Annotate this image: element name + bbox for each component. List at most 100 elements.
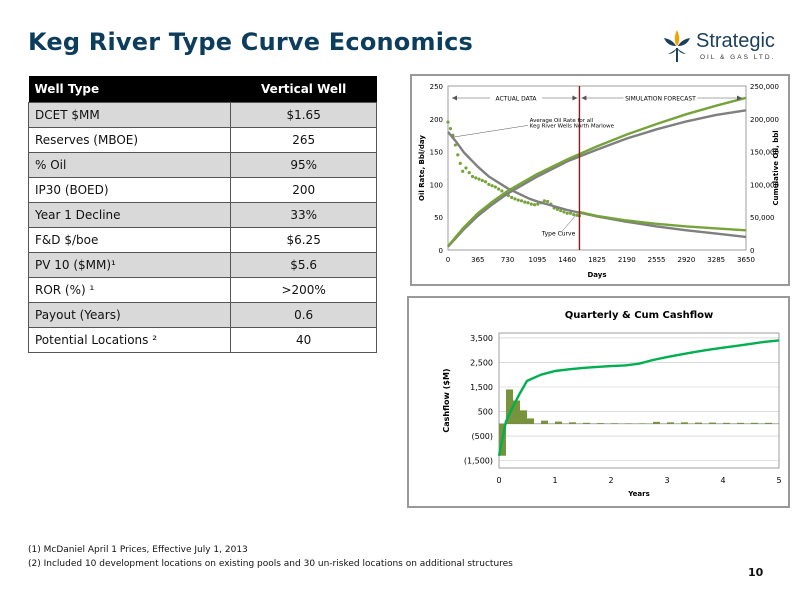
x-tick-label: 2 <box>608 476 613 485</box>
actual-data-label: ACTUAL DATA <box>495 96 537 103</box>
avg-rate-note-line2: Keg River Wells North Marlowe <box>530 123 615 129</box>
avg-oil-rate-point <box>487 182 491 186</box>
avg-oil-rate-point <box>470 174 475 179</box>
y-tick-label: 50 <box>434 214 443 222</box>
cashflow-bar <box>681 422 688 424</box>
row-value: 40 <box>230 327 377 353</box>
row-value: 0.6 <box>230 302 377 328</box>
row-value: 95% <box>230 152 377 178</box>
type-curve-chart: 0 50 100 150 200 250 0 50,000 100,000 150,000 200,… <box>418 83 780 279</box>
avg-oil-rate-point <box>497 187 501 191</box>
y-tick-label: 0 <box>439 247 443 255</box>
y-tick-label: 150 <box>430 149 443 157</box>
y2-tick-label: 150,000 <box>750 149 779 157</box>
avg-oil-rate-point <box>559 209 563 213</box>
cashflow-bar <box>597 423 604 424</box>
page-number: 10 <box>748 566 764 579</box>
avg-oil-rate-point <box>575 213 579 217</box>
header-vertical-well: Vertical Well <box>230 76 377 103</box>
y-axis-label: Oil Rate, Bbl/day <box>418 135 426 201</box>
avg-oil-rate-point <box>516 198 520 202</box>
avg-oil-rate-point <box>565 211 569 215</box>
y-tick-label: 200 <box>430 116 443 124</box>
avg-oil-rate-point <box>458 161 462 166</box>
row-label: Year 1 Decline <box>27 202 232 228</box>
avg-oil-rate-point <box>474 176 478 180</box>
table-row: DCET $MM $1.65 <box>27 102 377 128</box>
avg-oil-rate-point <box>483 180 488 184</box>
y2-tick-label: 200,000 <box>750 116 779 124</box>
y-tick-label: (1,500) <box>464 457 493 466</box>
y-tick-label: 250 <box>430 83 443 91</box>
row-label: Potential Locations ² <box>27 327 232 353</box>
x-tick-label: 2190 <box>618 256 636 264</box>
row-label: PV 10 ($MM)¹ <box>27 252 232 278</box>
x-tick-label: 3650 <box>737 256 755 264</box>
row-label: IP30 (BOED) <box>27 177 232 203</box>
page-title: Keg River Type Curve Economics <box>28 28 474 56</box>
footnote-2: (2) Included 10 development locations on… <box>28 559 513 569</box>
avg-oil-rate-point <box>467 170 471 175</box>
logo-wordmark: Strategic <box>696 30 775 52</box>
company-logo: Strategic OIL & GAS LTD. <box>660 28 788 68</box>
cumulative-gray-line <box>447 109 747 248</box>
cashflow-bar <box>653 421 660 424</box>
x-axis-label: Years <box>627 490 650 498</box>
x-tick-label: 3 <box>664 476 669 485</box>
x-tick-label: 1 <box>552 476 557 485</box>
cashflow-chart-panel: Quarterly & Cum Cashflow (1,500) (500) 500 1… <box>407 296 790 508</box>
table-header-row: Well Type Vertical Well <box>28 76 377 103</box>
cashflow-bar <box>639 423 646 424</box>
logo-subtitle: OIL & GAS LTD. <box>700 54 776 61</box>
avg-oil-rate-point <box>519 199 524 203</box>
cashflow-bar <box>723 422 730 424</box>
y2-axis-label: Cumulative Oil, bbl <box>772 130 780 205</box>
table-row: Reserves (MBOE) 265 <box>27 127 377 153</box>
arrow-head <box>572 95 578 101</box>
cashflow-bar <box>695 422 702 424</box>
avg-oil-rate-point <box>536 202 540 206</box>
cashflow-bar <box>709 422 716 424</box>
arrow-head <box>581 95 587 101</box>
table-row: ROR (%) ¹ >200% <box>27 277 377 303</box>
annotation-bg <box>490 93 542 103</box>
cashflow-bar <box>541 420 548 424</box>
x-tick-label: 2920 <box>677 256 695 264</box>
type-curve-chart-panel: 0 50 100 150 200 250 0 50,000 100,000 150,000 200,… <box>410 74 790 286</box>
cumulative-cashflow-line <box>497 339 780 456</box>
cashflow-bar <box>611 423 618 424</box>
x-axis-label: Days <box>587 271 606 279</box>
row-label: Payout (Years) <box>27 302 232 328</box>
arrow-head <box>737 95 742 101</box>
table-row: Payout (Years) 0.6 <box>27 302 377 328</box>
rate-gray-line <box>447 131 747 239</box>
y-tick-label: 2,500 <box>470 358 493 367</box>
avg-oil-rate-point <box>453 143 457 147</box>
chart-title: Quarterly & Cum Cashflow <box>565 310 713 321</box>
avg-oil-rate-point <box>523 200 527 204</box>
annotation-bg <box>623 93 698 103</box>
type-curve-leader <box>560 215 576 234</box>
x-tick-label: 1095 <box>528 256 546 264</box>
avg-oil-rate-point <box>490 184 494 188</box>
avg-oil-rate-point <box>568 211 573 215</box>
x-tick-label: 2555 <box>648 256 666 264</box>
forecast-label: SIMULATION FORECAST <box>625 96 696 103</box>
row-value: 33% <box>230 202 377 228</box>
cashflow-bar <box>737 422 744 424</box>
cashflow-bar <box>667 422 674 424</box>
avg-oil-rate-point <box>448 127 453 131</box>
x-tick-label: 730 <box>501 256 514 264</box>
avg-rate-leader <box>452 125 529 138</box>
avg-oil-rate-point <box>464 166 468 170</box>
avg-oil-rate-point <box>529 202 533 206</box>
avg-oil-rate-point <box>446 120 450 124</box>
row-value: >200% <box>230 277 377 303</box>
x-tick-label: 1460 <box>558 256 576 264</box>
avg-oil-rate-point <box>480 178 484 183</box>
avg-rate-note-line1: Average Oil Rate for all <box>530 118 594 124</box>
cashflow-bar <box>583 422 590 424</box>
avg-oil-rate-point <box>456 153 460 157</box>
y-tick-label: 3,500 <box>470 334 493 343</box>
row-value: $6.25 <box>230 227 377 253</box>
